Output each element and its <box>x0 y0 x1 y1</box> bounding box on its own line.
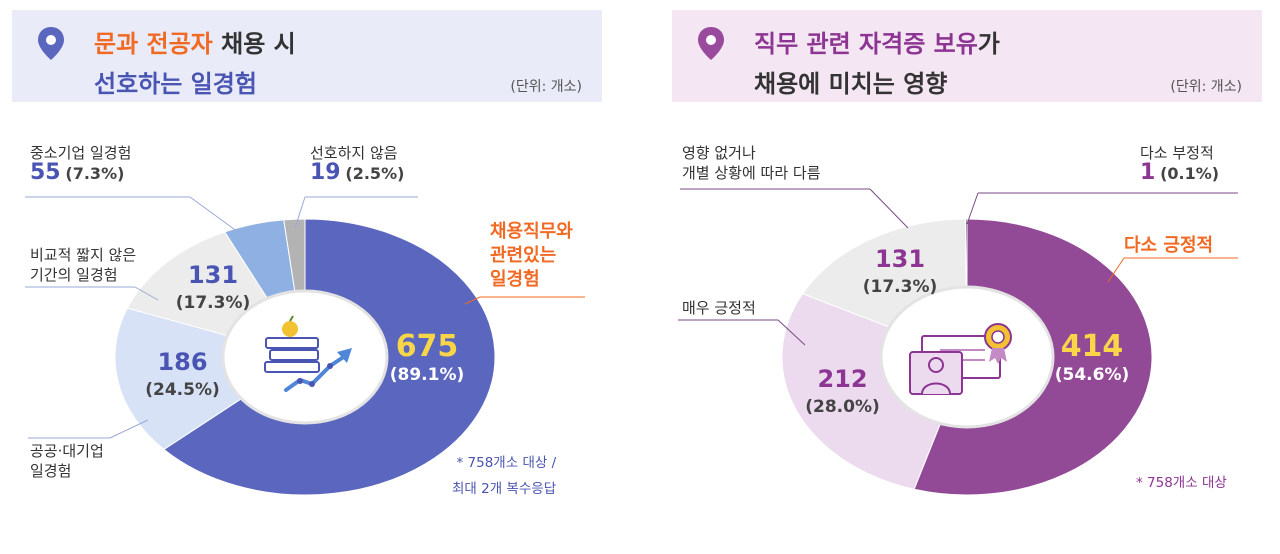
left-chart-panel: 문과 전공자 채용 시 선호하는 일경험 (단위: 개소) <box>12 10 602 497</box>
right-label-very-positive: 매우 긍정적 <box>682 299 756 317</box>
leader-line <box>966 192 979 225</box>
right-chart-title-line1: 직무 관련 자격증 보유가 <box>754 24 1000 59</box>
leader-line <box>1107 257 1125 283</box>
left-label-none: 선호하지 않음 19 (2.5%) <box>310 144 405 185</box>
right-chart-footnote: * 758개소 대상 <box>1136 475 1227 491</box>
leader-line <box>109 419 149 439</box>
leader-line <box>294 196 306 229</box>
left-label-sme: 중소기업 일경험 55 (7.3%) <box>30 144 132 185</box>
left-slice-public-value: 186 (24.5%) <box>145 348 220 400</box>
right-chart-panel: 직무 관련 자격증 보유가 채용에 미치는 영향 (단위: 개소) 영향 없거나… <box>640 0 1280 554</box>
leader-line <box>777 319 806 346</box>
left-title-rest: 채용 시 <box>212 30 296 58</box>
left-chart-title-line1: 문과 전공자 채용 시 <box>94 24 296 59</box>
leader-line <box>464 296 481 305</box>
right-donut-chart <box>678 188 1238 496</box>
left-label-public-large: 공공·대기업 일경험 <box>30 442 104 480</box>
left-title-highlight: 문과 전공자 <box>94 30 213 58</box>
right-chart-unit: (단위: 개소) <box>1170 79 1242 95</box>
left-chart-header: 문과 전공자 채용 시 선호하는 일경험 (단위: 개소) <box>12 10 602 102</box>
books-growth-icon <box>264 315 352 392</box>
leader-line <box>134 286 159 301</box>
left-donut-hole <box>221 289 389 425</box>
leader-line <box>869 188 909 229</box>
right-chart-header: 직무 관련 자격증 보유가 채용에 미치는 영향 (단위: 개소) <box>672 10 1262 102</box>
right-slice-positive-value: 414 (54.6%) <box>1054 329 1130 386</box>
location-pin-icon <box>698 27 724 60</box>
leader-line <box>189 196 239 233</box>
certificate-person-icon <box>909 323 1012 395</box>
location-pin-icon <box>38 27 64 60</box>
left-label-related: 채용직무와 관련있는 일경험 <box>490 221 573 290</box>
left-chart-footnote: * 758개소 대상 / 최대 2개 복수응답 <box>452 455 557 497</box>
left-label-long-duration: 비교적 짧지 않은 기간의 일경험 <box>30 246 137 284</box>
right-title-highlight: 직무 관련 자격증 보유 <box>754 30 978 58</box>
left-donut-chart <box>25 196 585 496</box>
left-slice-1 <box>114 307 307 451</box>
left-slice-related-value: 675 (89.1%) <box>389 329 465 386</box>
left-chart-unit: (단위: 개소) <box>510 79 582 95</box>
right-slice-very-positive-value: 212 (28.0%) <box>805 365 880 417</box>
right-title-rest: 가 <box>977 30 1000 58</box>
right-label-slightly-negative: 다소 부정적 1 (0.1%) <box>1140 144 1220 185</box>
right-label-slightly-positive: 다소 긍정적 <box>1124 235 1214 256</box>
left-slice-long-value: 131 (17.3%) <box>175 261 251 313</box>
left-chart-title-line2: 선호하는 일경험 <box>94 70 257 98</box>
right-label-no-effect: 영향 없거나 개별 상황에 따라 다름 <box>682 144 821 182</box>
right-slice-no-effect-value: 131 (17.3%) <box>862 245 938 297</box>
right-chart-title-line2: 채용에 미치는 영향 <box>754 70 948 98</box>
